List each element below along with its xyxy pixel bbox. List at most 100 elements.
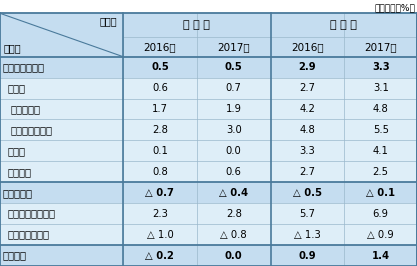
Bar	[197, 37, 271, 57]
Text: 2.5: 2.5	[373, 167, 389, 177]
Bar	[271, 119, 344, 140]
Text: △ 0.4: △ 0.4	[219, 188, 248, 198]
Bar	[0, 182, 123, 203]
Text: △ 1.3: △ 1.3	[294, 230, 321, 240]
Text: 圏域別: 圏域別	[3, 43, 21, 53]
Bar	[197, 119, 271, 140]
Bar	[344, 182, 417, 203]
Bar	[344, 57, 417, 78]
Bar	[271, 224, 344, 245]
Text: 三大都市圏平均: 三大都市圏平均	[3, 62, 45, 72]
Text: 4.8: 4.8	[373, 104, 389, 114]
Bar	[0, 57, 123, 78]
Text: 5.5: 5.5	[373, 125, 389, 135]
Bar	[123, 224, 197, 245]
Bar	[271, 37, 344, 57]
Bar	[123, 78, 197, 98]
Bar	[197, 245, 271, 266]
Bar	[271, 140, 344, 161]
Text: 0.8: 0.8	[152, 167, 168, 177]
Bar	[123, 161, 197, 182]
Bar	[197, 98, 271, 119]
Bar	[344, 140, 417, 161]
Bar	[0, 13, 123, 57]
Text: 3.3: 3.3	[300, 146, 315, 156]
Text: 大阪圏: 大阪圏	[8, 146, 25, 156]
Bar	[271, 98, 344, 119]
Text: 0.7: 0.7	[226, 83, 242, 93]
Text: 2016年: 2016年	[143, 42, 176, 52]
Bar	[123, 119, 197, 140]
Text: 2.8: 2.8	[152, 125, 168, 135]
Text: 地方圏　地方四市: 地方圏 地方四市	[8, 209, 55, 219]
Bar	[344, 224, 417, 245]
Text: （東京都区部）: （東京都区部）	[10, 125, 53, 135]
Bar	[0, 98, 123, 119]
Bar	[197, 78, 271, 98]
Bar	[344, 119, 417, 140]
Text: 2.7: 2.7	[299, 83, 316, 93]
Bar	[271, 182, 344, 203]
Bar	[344, 245, 417, 266]
Bar	[0, 203, 123, 224]
Text: 2016年: 2016年	[291, 42, 324, 52]
Text: 0.5: 0.5	[151, 62, 169, 72]
Text: 3.1: 3.1	[373, 83, 389, 93]
Bar	[344, 161, 417, 182]
Text: 0.5: 0.5	[225, 62, 243, 72]
Bar	[123, 203, 197, 224]
Bar	[0, 245, 123, 266]
Text: 4.8: 4.8	[300, 125, 315, 135]
Bar	[123, 13, 271, 37]
Text: 東京圏: 東京圏	[8, 83, 25, 93]
Bar	[271, 245, 344, 266]
Bar	[197, 182, 271, 203]
Bar	[197, 57, 271, 78]
Text: 用途別: 用途別	[99, 16, 117, 27]
Text: 2.3: 2.3	[152, 209, 168, 219]
Text: 0.0: 0.0	[226, 146, 241, 156]
Bar	[0, 224, 123, 245]
Bar	[0, 78, 123, 98]
Bar	[123, 245, 197, 266]
Text: 3.0: 3.0	[226, 125, 241, 135]
Bar	[0, 119, 123, 140]
Text: △ 0.1: △ 0.1	[366, 188, 395, 198]
Bar	[123, 98, 197, 119]
Bar	[271, 57, 344, 78]
Text: △ 0.9: △ 0.9	[367, 230, 394, 240]
Text: △ 0.5: △ 0.5	[293, 188, 322, 198]
Text: 0.9: 0.9	[299, 251, 317, 260]
Text: 6.9: 6.9	[373, 209, 389, 219]
Text: 3.3: 3.3	[372, 62, 389, 72]
Text: △ 0.7: △ 0.7	[146, 188, 174, 198]
Text: （東京都）: （東京都）	[10, 104, 40, 114]
Bar	[197, 140, 271, 161]
Text: 0.6: 0.6	[226, 167, 242, 177]
Text: 0.1: 0.1	[152, 146, 168, 156]
Text: （変動率：%）: （変動率：%）	[374, 3, 415, 12]
Text: 商 業 地: 商 業 地	[330, 20, 357, 30]
Text: 住 宅 地: 住 宅 地	[183, 20, 210, 30]
Text: 地方圏　その他: 地方圏 その他	[8, 230, 50, 240]
Bar	[123, 57, 197, 78]
Text: 名古屋圏: 名古屋圏	[8, 167, 32, 177]
Text: 4.2: 4.2	[299, 104, 316, 114]
Text: 2017年: 2017年	[364, 42, 397, 52]
Bar	[123, 37, 197, 57]
Text: △ 0.8: △ 0.8	[221, 230, 247, 240]
Bar	[344, 37, 417, 57]
Text: 2.7: 2.7	[299, 167, 316, 177]
Bar	[123, 182, 197, 203]
Text: 5.7: 5.7	[299, 209, 316, 219]
Bar	[271, 78, 344, 98]
Text: 4.1: 4.1	[373, 146, 389, 156]
Text: △ 0.2: △ 0.2	[146, 251, 174, 260]
Text: 全国平均: 全国平均	[3, 251, 27, 260]
Text: 0.6: 0.6	[152, 83, 168, 93]
Bar	[123, 140, 197, 161]
Text: 1.7: 1.7	[152, 104, 168, 114]
Text: 2017年: 2017年	[217, 42, 250, 52]
Bar	[271, 161, 344, 182]
Bar	[344, 78, 417, 98]
